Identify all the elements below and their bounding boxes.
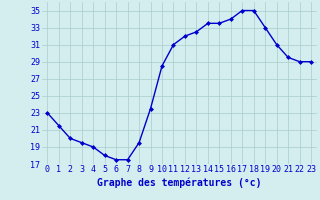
X-axis label: Graphe des températures (°c): Graphe des températures (°c) [97, 177, 261, 188]
